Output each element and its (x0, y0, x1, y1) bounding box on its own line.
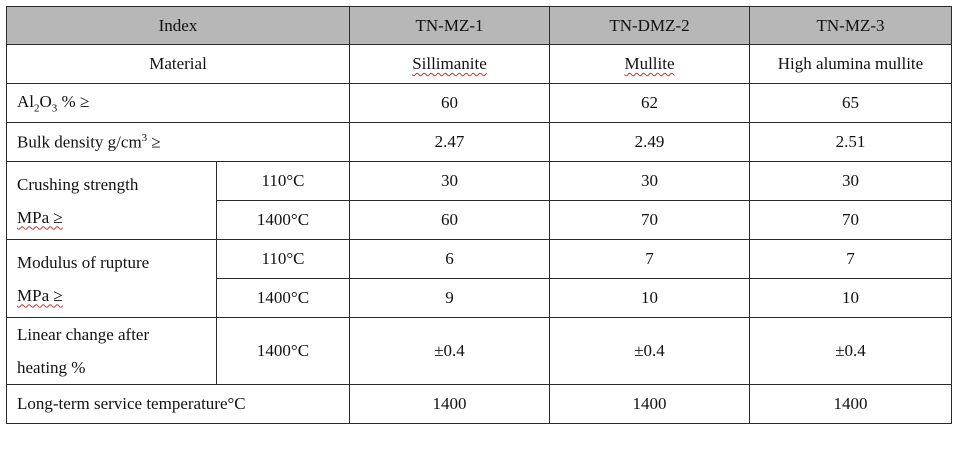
material-label: Material (6, 44, 350, 84)
linear-change-value-1: ±0.4 (349, 317, 550, 385)
rupture-value-2: 10 (549, 278, 750, 318)
al2o3-value-2: 62 (549, 83, 750, 123)
bulk-density-value-2: 2.49 (549, 122, 750, 162)
bulk-density-label: Bulk density g/cm3 ≥ (6, 122, 350, 162)
linear-change-value-2: ±0.4 (549, 317, 750, 385)
linear-change-label: Linear change after heating % (6, 317, 217, 385)
service-temp-label: Long-term service temperature°C (6, 384, 350, 424)
rupture-row-110: Modulus of rupture MPa ≥ 110°C 6 7 7 (6, 239, 952, 318)
linear-change-temp: 1400°C (216, 317, 350, 385)
rupture-label: Modulus of rupture MPa ≥ (6, 239, 217, 318)
linear-change-value-3: ±0.4 (749, 317, 952, 385)
crushing-row-1400: 1400°C 60 70 70 (7, 200, 952, 240)
header-tn-dmz-2: TN-DMZ-2 (549, 6, 750, 45)
service-temp-value-3: 1400 (749, 384, 952, 424)
header-index: Index (6, 6, 350, 45)
crushing-value-2: 70 (549, 200, 750, 240)
al2o3-label: Al2O3 % ≥ (6, 83, 350, 123)
rupture-value-3: 10 (749, 278, 952, 318)
crushing-value-1: 30 (349, 161, 550, 201)
service-temp-value-1: 1400 (349, 384, 550, 424)
crushing-value-1: 60 (349, 200, 550, 240)
rupture-value-1: 6 (349, 239, 550, 279)
al2o3-value-1: 60 (349, 83, 550, 123)
rupture-value-2: 7 (549, 239, 750, 279)
crushing-temp-1400: 1400°C (216, 200, 350, 240)
rupture-temp-110: 110°C (216, 239, 350, 279)
header-tn-mz-3: TN-MZ-3 (749, 6, 952, 45)
material-row: Material Sillimanite Mullite High alumin… (6, 44, 952, 84)
material-value-3: High alumina mullite (777, 54, 924, 73)
spec-table: Index TN-MZ-1 TN-DMZ-2 TN-MZ-3 Material … (6, 6, 952, 424)
material-value-1: Sillimanite (412, 54, 487, 73)
crushing-value-3: 30 (749, 161, 952, 201)
bulk-density-row: Bulk density g/cm3 ≥ 2.47 2.49 2.51 (6, 122, 952, 162)
material-value-2: Mullite (624, 54, 675, 73)
rupture-row-1400: 1400°C 9 10 10 (7, 278, 952, 318)
header-tn-mz-1: TN-MZ-1 (349, 6, 550, 45)
rupture-value-3: 7 (749, 239, 952, 279)
service-temp-row: Long-term service temperature°C 1400 140… (6, 384, 952, 424)
header-row: Index TN-MZ-1 TN-DMZ-2 TN-MZ-3 (6, 6, 952, 45)
crushing-row-110: Crushing strength MPa ≥ 110°C 30 30 30 (6, 161, 952, 240)
al2o3-row: Al2O3 % ≥ 60 62 65 (6, 83, 952, 123)
rupture-temp-1400: 1400°C (216, 278, 350, 318)
service-temp-value-2: 1400 (549, 384, 750, 424)
al2o3-value-3: 65 (749, 83, 952, 123)
bulk-density-value-3: 2.51 (749, 122, 952, 162)
crushing-label: Crushing strength MPa ≥ (6, 161, 217, 240)
crushing-temp-110: 110°C (216, 161, 350, 201)
bulk-density-value-1: 2.47 (349, 122, 550, 162)
linear-change-row: Linear change after heating % 1400°C ±0.4… (6, 317, 952, 385)
crushing-value-2: 30 (549, 161, 750, 201)
rupture-value-1: 9 (349, 278, 550, 318)
crushing-value-3: 70 (749, 200, 952, 240)
